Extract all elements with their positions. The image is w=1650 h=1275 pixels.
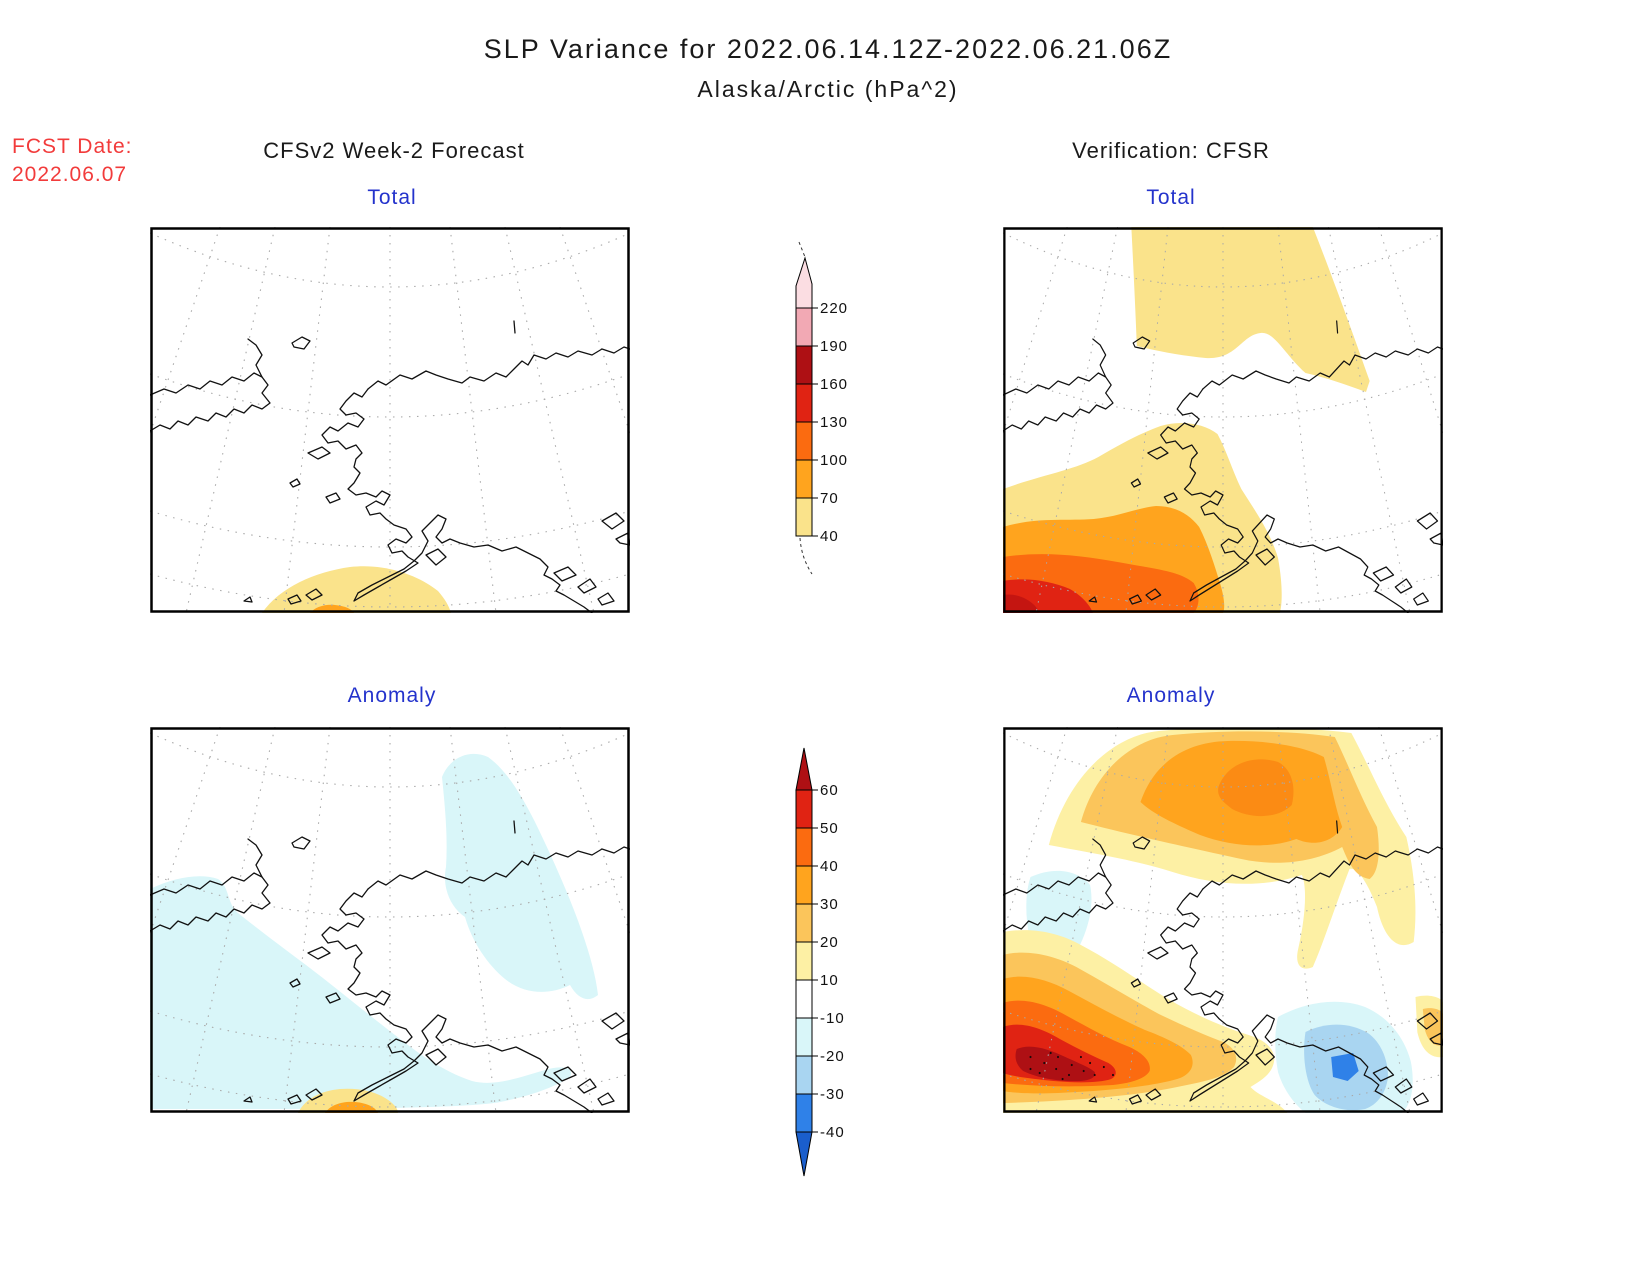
colorbar-total: 220 190 160 130 100 70 40 (793, 240, 883, 600)
panel-title-forecast-anomaly: Anomaly (347, 684, 437, 707)
anom-tick-m20: -20 (820, 1048, 845, 1065)
anom-tick-30: 30 (820, 896, 839, 913)
total-tick-220: 220 (820, 300, 849, 317)
verification-anomaly-fills (1003, 727, 1443, 1113)
page-subtitle: Alaska/Arctic (hPa^2) (697, 76, 959, 102)
anom-tick-60: 60 (820, 782, 839, 799)
total-tick-130: 130 (820, 414, 849, 431)
total-tick-190: 190 (820, 338, 849, 355)
total-tick-40: 40 (820, 528, 839, 545)
forecast-anomaly-fills (150, 753, 598, 1113)
anom-tick-m40: -40 (820, 1124, 845, 1141)
anom-tick-m30: -30 (820, 1086, 845, 1103)
anom-tick-50: 50 (820, 820, 839, 837)
fcst-date-block: FCST Date: 2022.06.07 (12, 133, 132, 189)
anom-tick-10: 10 (820, 972, 839, 989)
verification-total-fills (1003, 227, 1370, 613)
total-tick-70: 70 (820, 490, 839, 507)
anom-tick-m10: -10 (820, 1010, 845, 1027)
map-verification-anomaly (1003, 727, 1443, 1113)
colorbar-total-top-curve (798, 241, 806, 258)
total-tick-160: 160 (820, 376, 849, 393)
map-forecast-anomaly (150, 727, 630, 1113)
total-tick-100: 100 (820, 452, 849, 469)
panel-title-verification-anomaly: Anomaly (1126, 684, 1216, 707)
panel-title-forecast-total: Total (367, 186, 417, 209)
anom-tick-20: 20 (820, 934, 839, 951)
map-forecast-total (150, 227, 630, 613)
map-verification-total (1003, 227, 1443, 613)
panel-title-verification-total: Total (1146, 186, 1196, 209)
column-header-forecast: CFSv2 Week-2 Forecast (263, 138, 525, 163)
colorbar-anomaly: 60 50 40 30 20 10 -10 -20 -30 -40 (793, 740, 883, 1190)
column-header-verification: Verification: CFSR (1072, 138, 1270, 163)
stipple-dots (1029, 1051, 1115, 1081)
colorbar-total-bottom-curve (799, 537, 813, 575)
fcst-date-value: 2022.06.07 (12, 163, 128, 186)
anom-tick-40: 40 (820, 858, 839, 875)
fcst-date-label: FCST Date: (12, 135, 133, 158)
page-title: SLP Variance for 2022.06.14.12Z-2022.06.… (483, 34, 1173, 64)
